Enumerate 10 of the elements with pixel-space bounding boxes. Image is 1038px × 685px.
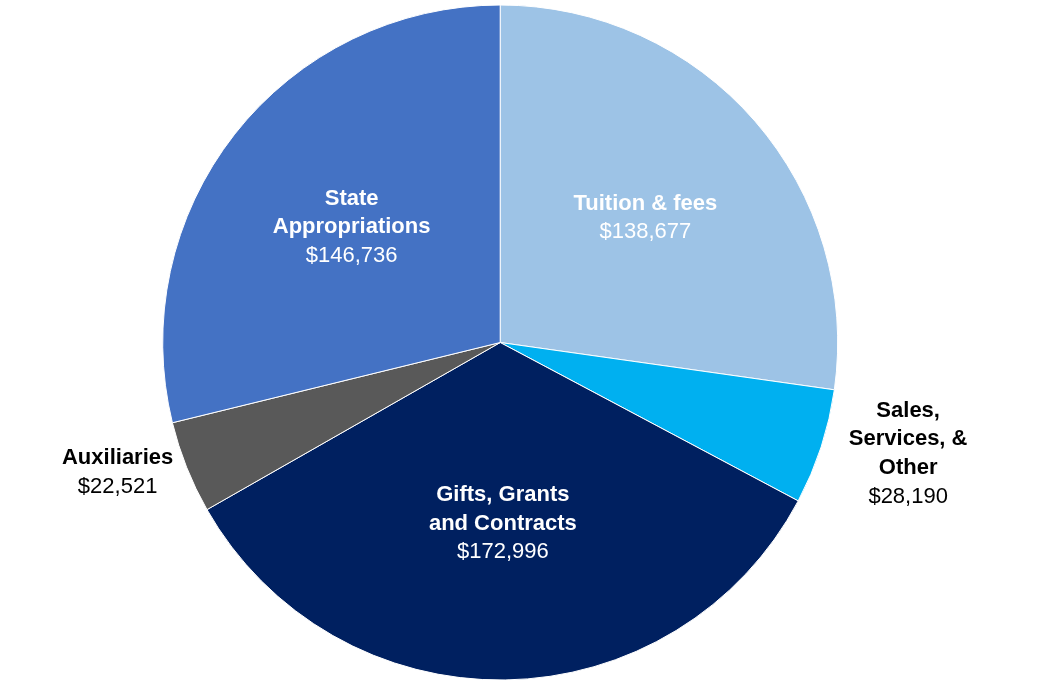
data-label: $138,677 [599, 218, 692, 244]
slice-label: Gifts, Grants and Contracts [428, 481, 577, 535]
data-label: $172,996 [456, 538, 549, 564]
data-label: $146,736 [305, 241, 398, 267]
slice-label: Auxiliaries [61, 444, 174, 470]
slice-label: Sales, Services, & Other [848, 396, 968, 480]
slice-label: State Appropriations [272, 184, 431, 239]
slice-label: Tuition & fees [573, 189, 718, 215]
data-label: $28,190 [868, 482, 948, 508]
data-label: $22,521 [77, 472, 158, 498]
